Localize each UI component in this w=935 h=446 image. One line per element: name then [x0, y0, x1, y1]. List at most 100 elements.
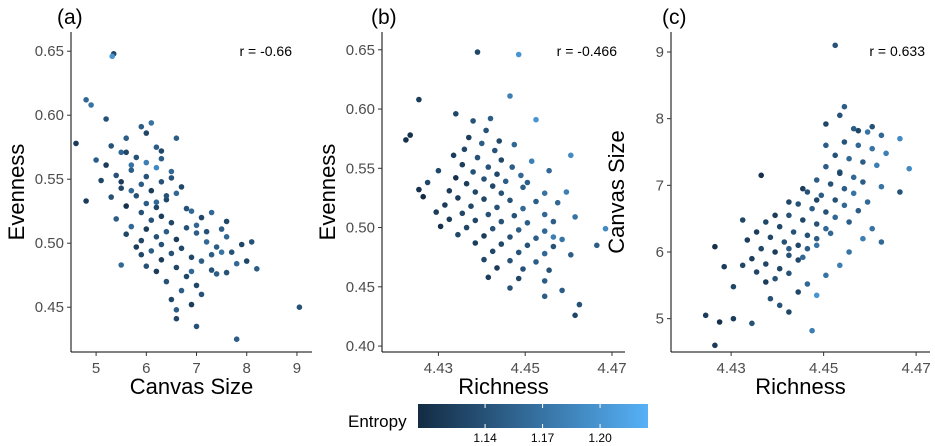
data-point [749, 256, 755, 262]
data-point [169, 175, 175, 181]
x-tick-label: 4.43 [424, 360, 453, 377]
data-point [846, 219, 852, 225]
data-point [436, 168, 442, 174]
data-point [869, 124, 875, 130]
data-point [118, 262, 124, 268]
correlation-annotation: r = 0.633 [869, 43, 925, 59]
data-point [134, 244, 140, 250]
data-point [542, 190, 548, 196]
data-point [879, 133, 885, 139]
data-point [184, 206, 190, 212]
data-point [860, 179, 866, 185]
correlation-annotation: r = -0.466 [557, 43, 618, 59]
data-point [481, 257, 487, 263]
x-axis-title: Canvas Size [130, 374, 254, 399]
data-point [823, 209, 829, 215]
data-point [763, 219, 769, 225]
data-point [83, 198, 89, 204]
data-point [169, 220, 175, 226]
data-point [703, 313, 709, 319]
panel-label: (c) [662, 6, 687, 29]
data-point [486, 212, 492, 218]
data-point [209, 252, 215, 258]
data-point [842, 104, 848, 110]
data-point [486, 275, 492, 281]
data-point [516, 227, 522, 233]
data-point [542, 278, 548, 284]
data-point [144, 201, 150, 207]
data-point [805, 281, 811, 287]
data-point [763, 279, 769, 285]
data-point [814, 221, 820, 227]
data-point [814, 243, 820, 249]
data-point [869, 146, 875, 152]
data-point [754, 229, 760, 235]
legend-tick-label: 1.17 [531, 431, 555, 445]
correlation-annotation: r = -0.66 [239, 43, 292, 59]
data-point [828, 231, 834, 237]
data-point [832, 197, 838, 203]
data-point [442, 202, 448, 208]
data-point [209, 267, 215, 273]
data-point [159, 156, 165, 162]
data-point [179, 246, 185, 252]
data-point [455, 232, 461, 238]
data-point [249, 239, 255, 245]
legend-title: Entropy [348, 412, 407, 431]
data-point [814, 236, 820, 242]
data-point [777, 266, 783, 272]
data-point [254, 266, 260, 272]
data-point [154, 144, 160, 150]
data-point [483, 128, 489, 134]
panel-b: 4.43 4.45 4.470.400.450.500.550.600.65Rich… [315, 6, 627, 399]
data-point [447, 217, 453, 223]
data-point [159, 242, 165, 248]
data-point [164, 229, 170, 235]
data-point [777, 303, 783, 309]
data-point [809, 206, 815, 212]
data-point [139, 182, 145, 188]
data-point [772, 213, 778, 219]
scatter-points [403, 49, 608, 318]
data-point [129, 224, 135, 230]
data-point [768, 296, 774, 302]
data-point [123, 135, 129, 141]
data-point [805, 189, 811, 195]
data-point [499, 219, 505, 225]
data-point [149, 217, 155, 223]
data-point [239, 242, 245, 248]
data-point [533, 117, 539, 123]
data-point [906, 166, 912, 172]
data-point [224, 234, 230, 240]
data-point [516, 250, 522, 256]
data-point [856, 143, 862, 149]
data-point [740, 263, 746, 269]
data-point [800, 254, 806, 260]
data-point [758, 246, 764, 252]
y-tick-label: 0.60 [35, 107, 64, 124]
data-point [144, 174, 150, 180]
data-point [123, 150, 129, 156]
panel-a: 5 6 7 8 90.450.500.550.600.65Canvas SizeEven… [4, 6, 312, 399]
data-point [768, 235, 774, 241]
data-point [542, 251, 548, 257]
data-point [572, 313, 578, 319]
data-point [234, 261, 240, 267]
data-point [772, 276, 778, 282]
data-point [109, 54, 115, 60]
data-point [520, 185, 526, 191]
data-point [879, 184, 885, 190]
data-point [199, 215, 205, 221]
data-point [731, 284, 737, 290]
data-point [786, 309, 792, 315]
data-point [520, 266, 526, 272]
data-point [144, 226, 150, 232]
data-point [468, 203, 474, 209]
data-point [149, 248, 155, 254]
y-axis-title: Evenness [315, 144, 340, 241]
y-tick-label: 0.55 [346, 160, 375, 177]
data-point [473, 240, 479, 246]
data-point [174, 265, 180, 271]
data-point [837, 171, 843, 177]
data-point [416, 187, 422, 193]
